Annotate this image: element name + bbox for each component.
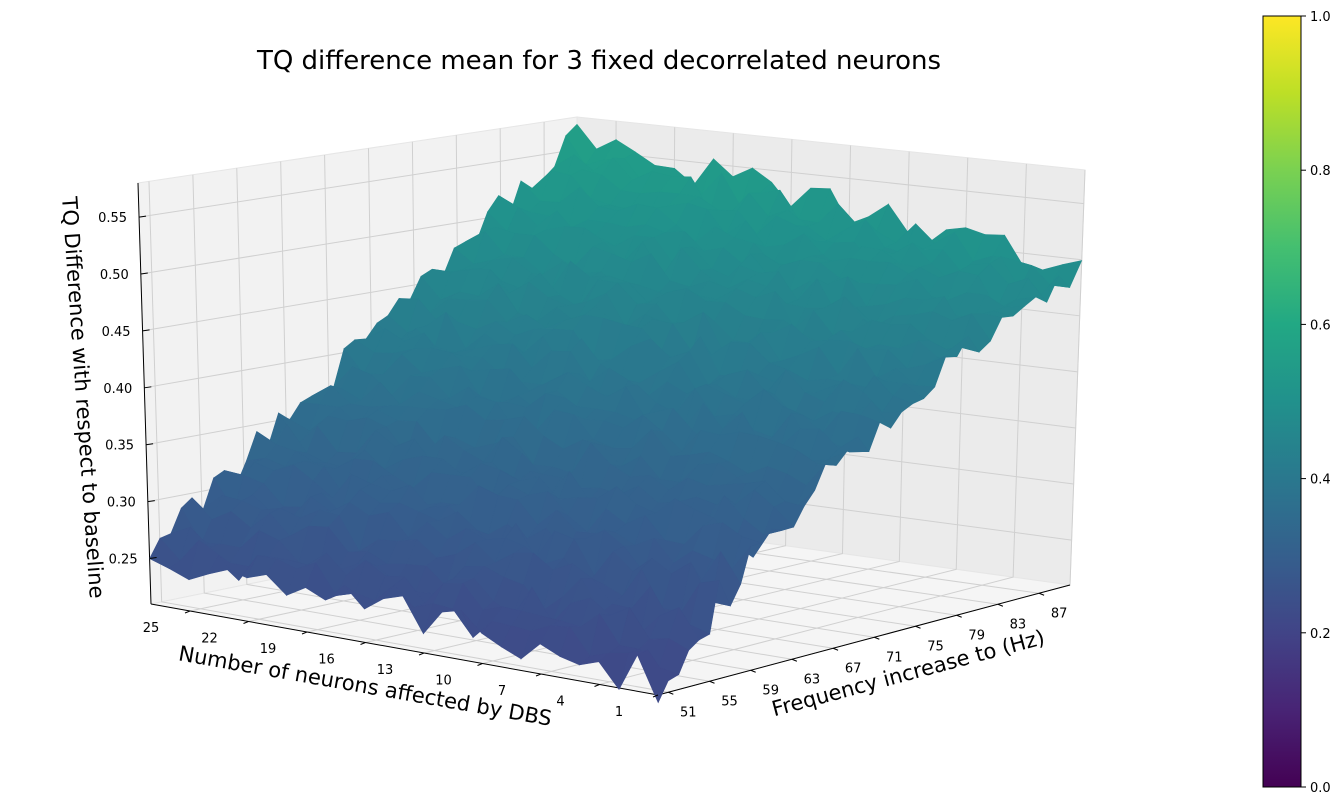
z-tick-label: 0.40 [103, 382, 132, 397]
z-axis-label: TQ Difference with respect to baseline [57, 195, 109, 599]
surface-plot [149, 123, 1083, 704]
x-tick-label: 1 [615, 705, 623, 720]
x-tick-label: 25 [143, 621, 160, 636]
colorbar-tick-label: 0.0 [1310, 781, 1331, 796]
y-tick-label: 71 [886, 650, 903, 665]
y-tick-mark [709, 680, 715, 684]
z-tick-mark [149, 556, 157, 559]
y-tick-label: 63 [804, 672, 821, 687]
z-tick-mark [140, 272, 148, 275]
colorbar-tick-label: 0.2 [1310, 627, 1331, 642]
colorbar-tick-label: 1.0 [1310, 10, 1331, 25]
z-tick-label: 0.45 [102, 325, 131, 340]
y-grid-line [192, 174, 710, 682]
x-tick-mark [301, 631, 308, 635]
y-grid-line [148, 181, 669, 693]
x-tick-label: 19 [260, 642, 277, 657]
x-tick-mark [243, 621, 249, 624]
y-tick-label: 55 [721, 694, 738, 709]
x-tick-mark [360, 642, 366, 645]
x-tick-mark [535, 673, 542, 677]
x-tick-label: 13 [377, 663, 394, 678]
x-axis-line [150, 603, 659, 696]
x-tick-mark [594, 684, 600, 687]
x-tick-label: 16 [318, 653, 335, 668]
z-tick-label: 0.30 [107, 496, 136, 511]
y-tick-label: 87 [1051, 606, 1068, 621]
y-tick-label: 51 [680, 705, 697, 720]
y-tick-label: 59 [762, 683, 779, 698]
y-tick-mark [750, 669, 756, 673]
colorbar-tick-label: 0.4 [1310, 473, 1331, 488]
x-tick-mark [652, 694, 659, 698]
y-tick-mark [832, 647, 839, 651]
y-tick-mark [915, 625, 921, 629]
x-tick-mark [418, 652, 425, 656]
chart-title: TQ difference mean for 3 fixed decorrela… [256, 46, 941, 76]
x-tick-label: 7 [498, 684, 506, 699]
x-tick-mark [477, 663, 483, 666]
x-tick-label: 22 [201, 632, 218, 647]
axis-lines [137, 182, 1071, 696]
y-tick-mark [997, 603, 1004, 607]
colorbar-tick-label: 0.6 [1310, 318, 1331, 333]
z-tick-label: 0.50 [100, 268, 129, 283]
y-tick-mark [668, 691, 674, 695]
y-tick-mark [1038, 592, 1045, 596]
z-tick-label: 0.35 [105, 439, 134, 454]
z-tick-mark [147, 500, 155, 503]
y-tick-mark [956, 614, 962, 618]
colorbar-gradient [1262, 15, 1302, 788]
y-tick-label: 83 [1010, 617, 1027, 632]
surface-facet [637, 649, 669, 704]
z-tick-mark [146, 443, 154, 446]
y-tick-label: 75 [927, 639, 944, 654]
colorbar-tick-label: 0.8 [1310, 164, 1331, 179]
y-tick-label: 79 [968, 628, 985, 643]
z-tick-mark [142, 329, 150, 332]
y-tick-mark [874, 636, 880, 640]
y-tick-label: 67 [845, 661, 862, 676]
axis-ticks: 0.25 0.30 0.35 0.40 0.45 0.50 0.55 25 22 19 16 13 10… [98, 211, 1067, 720]
y-axis-line [657, 584, 1071, 696]
z-tick-mark [144, 386, 152, 389]
z-axis-line [137, 182, 152, 605]
z-tick-label: 0.55 [98, 211, 127, 226]
x-tick-mark [184, 610, 191, 614]
colorbar-ticks: 0.0 0.2 0.4 0.6 0.8 1.0 [1301, 10, 1331, 796]
z-tick-mark [138, 215, 147, 218]
x-tick-label: 4 [556, 695, 564, 710]
y-tick-mark [791, 658, 798, 662]
z-tick-label: 0.25 [109, 552, 138, 567]
colorbar: 0.0 0.2 0.4 0.6 0.8 1.0 [1262, 10, 1331, 796]
x-tick-label: 10 [435, 674, 452, 689]
